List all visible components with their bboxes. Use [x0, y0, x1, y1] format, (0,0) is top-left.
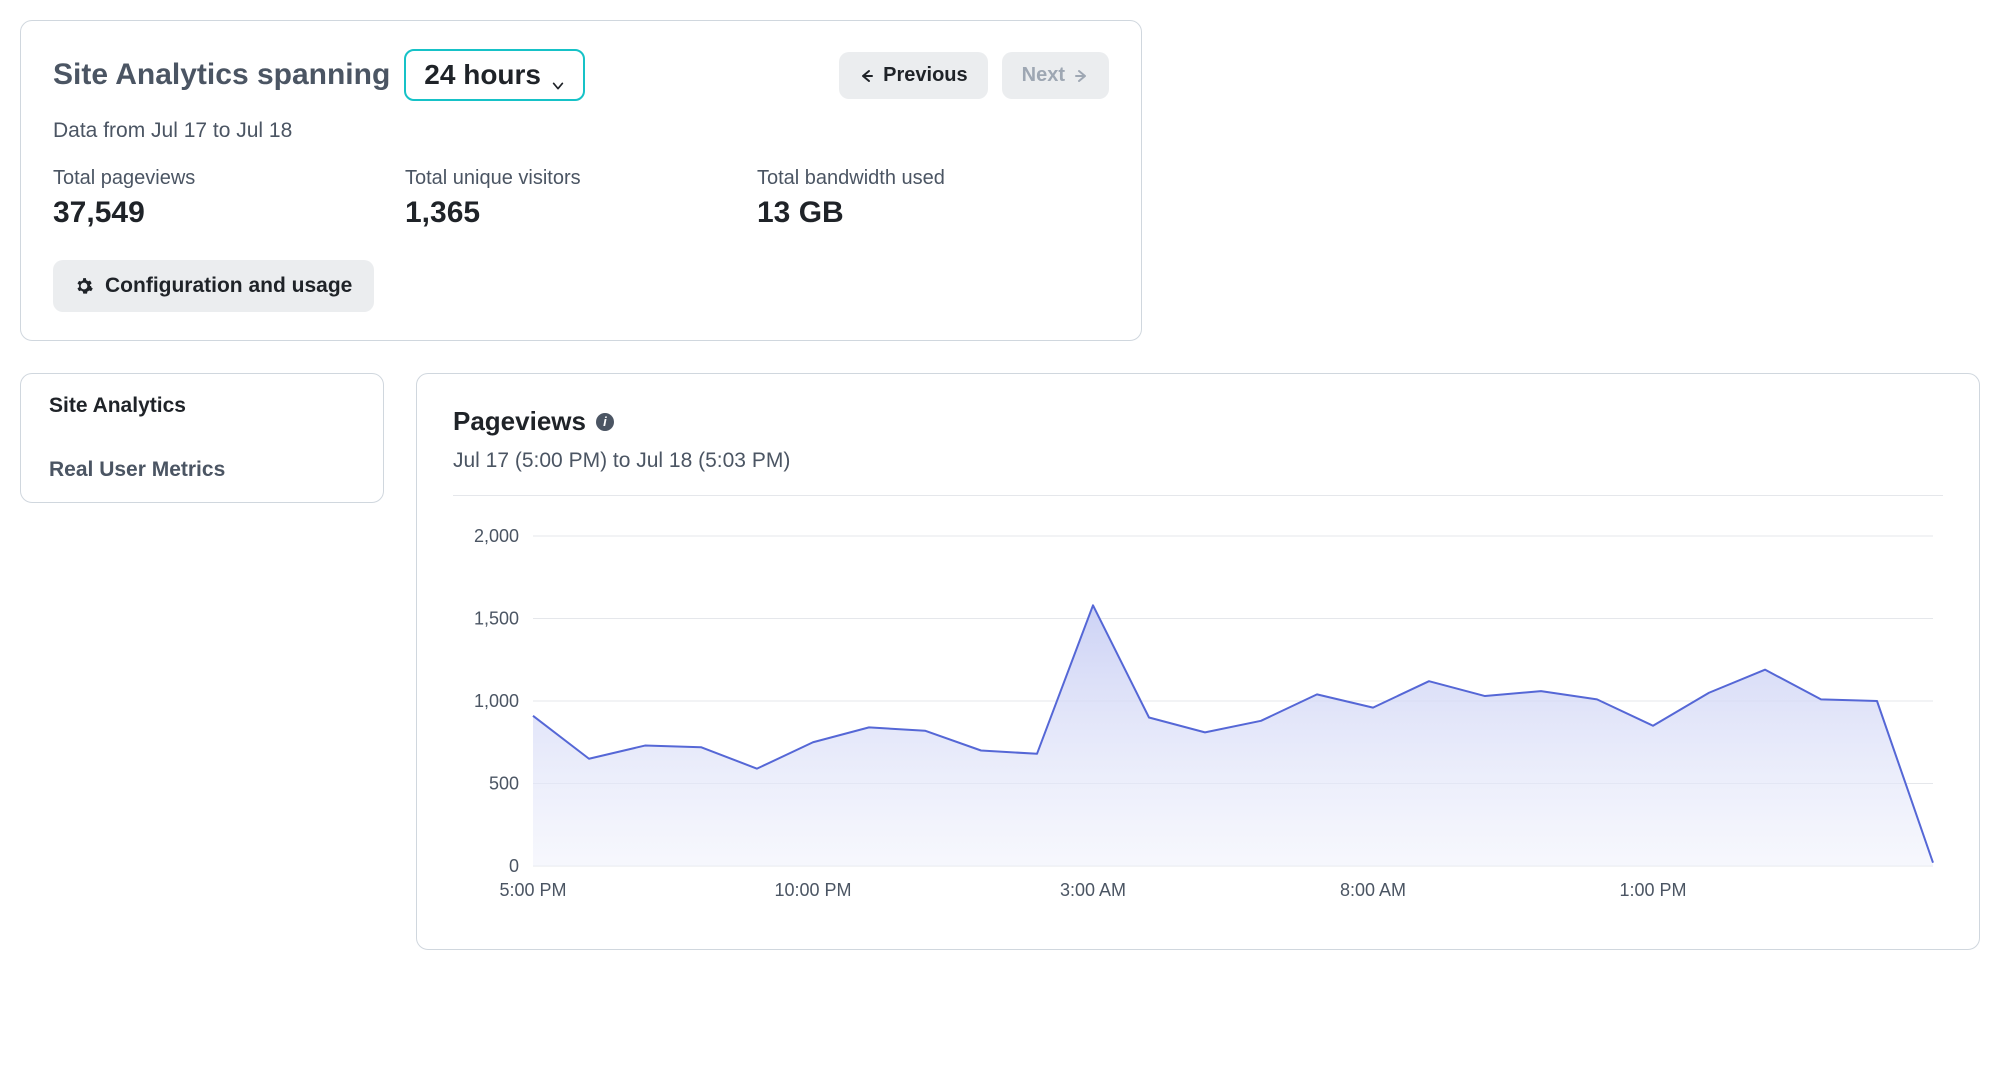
svg-text:0: 0 — [509, 856, 519, 876]
card-title: Site Analytics spanning — [53, 58, 390, 92]
next-label: Next — [1022, 64, 1065, 87]
svg-text:1,000: 1,000 — [474, 691, 519, 711]
svg-text:1:00 PM: 1:00 PM — [1619, 880, 1686, 900]
svg-text:500: 500 — [489, 774, 519, 794]
stat-value: 37,549 — [53, 196, 405, 230]
svg-text:8:00 AM: 8:00 AM — [1340, 880, 1406, 900]
arrow-right-icon — [1073, 67, 1089, 83]
stat-label: Total pageviews — [53, 167, 405, 190]
configuration-label: Configuration and usage — [105, 274, 352, 298]
chart-plot: 0 500 1,000 1,500 2,000 5:00 PM 10:00 PM 3:00 A… — [453, 516, 1943, 921]
analytics-sidenav: Site Analytics Real User Metrics — [20, 373, 384, 503]
stats-row: Total pageviews 37,549 Total unique visi… — [53, 167, 1109, 230]
previous-button[interactable]: Previous — [839, 52, 987, 99]
svg-text:10:00 PM: 10:00 PM — [774, 880, 851, 900]
time-nav-buttons: Previous Next — [839, 52, 1109, 99]
previous-label: Previous — [883, 64, 967, 87]
sidenav-label: Site Analytics — [49, 394, 186, 417]
title-group: Site Analytics spanning 24 hours — [53, 49, 585, 101]
time-range-select[interactable]: 24 hours — [404, 49, 585, 101]
summary-header-row: Site Analytics spanning 24 hours Previou… — [53, 49, 1109, 101]
sidenav-item-site-analytics[interactable]: Site Analytics — [21, 374, 383, 438]
svg-text:5:00 PM: 5:00 PM — [499, 880, 566, 900]
lower-row: Site Analytics Real User Metrics Pagevie… — [20, 373, 1980, 950]
stat-value: 13 GB — [757, 196, 1109, 230]
sidenav-item-real-user-metrics[interactable]: Real User Metrics — [21, 438, 383, 502]
next-button[interactable]: Next — [1002, 52, 1109, 99]
pageviews-chart-card: Pageviews i Jul 17 (5:00 PM) to Jul 18 (… — [416, 373, 1980, 950]
svg-text:3:00 AM: 3:00 AM — [1060, 880, 1126, 900]
time-range-label: 24 hours — [424, 59, 541, 91]
configuration-button[interactable]: Configuration and usage — [53, 260, 374, 312]
stat-visitors: Total unique visitors 1,365 — [405, 167, 757, 230]
pageviews-area-chart: 0 500 1,000 1,500 2,000 5:00 PM 10:00 PM 3:00 A… — [453, 516, 1943, 916]
gear-icon — [75, 277, 93, 295]
info-icon[interactable]: i — [596, 413, 614, 431]
stat-bandwidth: Total bandwidth used 13 GB — [757, 167, 1109, 230]
chart-title: Pageviews — [453, 406, 586, 437]
chart-subtitle: Jul 17 (5:00 PM) to Jul 18 (5:03 PM) — [453, 449, 1943, 496]
chevron-down-icon — [551, 68, 565, 82]
analytics-summary-card: Site Analytics spanning 24 hours Previou… — [20, 20, 1142, 341]
arrow-left-icon — [859, 67, 875, 83]
stat-label: Total bandwidth used — [757, 167, 1109, 190]
stat-pageviews: Total pageviews 37,549 — [53, 167, 405, 230]
stat-label: Total unique visitors — [405, 167, 757, 190]
svg-text:2,000: 2,000 — [474, 526, 519, 546]
date-range-subtitle: Data from Jul 17 to Jul 18 — [53, 119, 1109, 143]
chart-header: Pageviews i — [453, 406, 1943, 437]
sidenav-label: Real User Metrics — [49, 458, 225, 481]
stat-value: 1,365 — [405, 196, 757, 230]
svg-text:1,500: 1,500 — [474, 609, 519, 629]
